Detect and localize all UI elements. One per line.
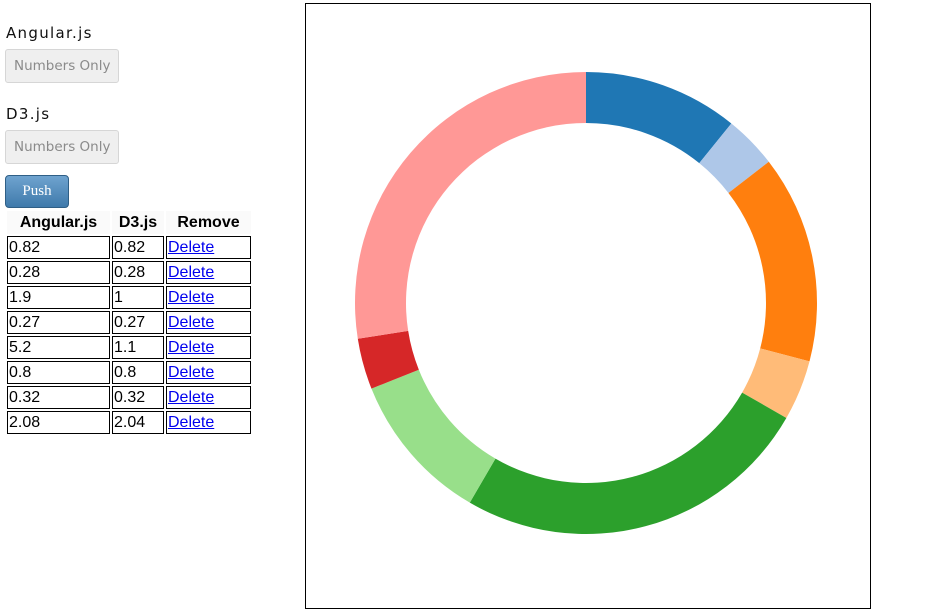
d3-value-cell: 0.28 — [112, 261, 164, 284]
donut-slice — [742, 348, 810, 418]
angular-value-cell: 0.28 — [7, 261, 110, 284]
angular-number-input[interactable] — [5, 49, 119, 83]
remove-cell: Delete — [166, 361, 251, 384]
push-button[interactable]: Push — [5, 175, 69, 208]
delete-link[interactable]: Delete — [168, 239, 215, 256]
remove-cell: Delete — [166, 236, 251, 259]
delete-link[interactable]: Delete — [168, 389, 215, 406]
table-header-row: Angular.js D3.js Remove — [7, 211, 251, 234]
table-row: 0.28 0.28 Delete — [7, 261, 251, 284]
remove-cell: Delete — [166, 336, 251, 359]
d3-value-cell: 2.04 — [112, 411, 164, 434]
donut-slice — [699, 123, 769, 193]
donut-slice — [355, 72, 586, 339]
donut-slice — [728, 161, 817, 362]
angular-value-cell: 1.9 — [7, 286, 110, 309]
table-row: 1.9 1 Delete — [7, 286, 251, 309]
donut-slice — [357, 330, 419, 389]
donut-slice — [469, 392, 787, 534]
table-body: 0.82 0.82 Delete 0.28 0.28 Delete 1.9 1 Delete 0.… — [7, 236, 251, 434]
remove-column-header: Remove — [166, 211, 251, 234]
remove-cell: Delete — [166, 311, 251, 334]
table-row: 2.08 2.04 Delete — [7, 411, 251, 434]
remove-cell: Delete — [166, 261, 251, 284]
d3-value-cell: 0.82 — [112, 236, 164, 259]
angular-value-cell: 0.82 — [7, 236, 110, 259]
donut-chart-svg — [355, 72, 817, 534]
d3-value-cell: 0.8 — [112, 361, 164, 384]
table-row: 0.8 0.8 Delete — [7, 361, 251, 384]
d3-column-header: D3.js — [112, 211, 164, 234]
angular-value-cell: 0.32 — [7, 386, 110, 409]
remove-cell: Delete — [166, 411, 251, 434]
values-table: Angular.js D3.js Remove 0.82 0.82 Delete 0.… — [5, 209, 253, 436]
angular-value-cell: 0.8 — [7, 361, 110, 384]
d3-value-cell: 0.32 — [112, 386, 164, 409]
table-row: 0.32 0.32 Delete — [7, 386, 251, 409]
delete-link[interactable]: Delete — [168, 314, 215, 331]
angular-column-header: Angular.js — [7, 211, 110, 234]
angular-value-cell: 0.27 — [7, 311, 110, 334]
table-row: 0.82 0.82 Delete — [7, 236, 251, 259]
delete-link[interactable]: Delete — [168, 414, 215, 431]
d3-number-input[interactable] — [5, 130, 119, 164]
d3-value-cell: 1 — [112, 286, 164, 309]
d3-field-label: D3.js — [6, 105, 51, 123]
d3-value-cell: 1.1 — [112, 336, 164, 359]
angular-field-label: Angular.js — [6, 24, 93, 42]
delete-link[interactable]: Delete — [168, 289, 215, 306]
angular-value-cell: 2.08 — [7, 411, 110, 434]
table-row: 5.2 1.1 Delete — [7, 336, 251, 359]
delete-link[interactable]: Delete — [168, 339, 215, 356]
angular-value-cell: 5.2 — [7, 336, 110, 359]
delete-link[interactable]: Delete — [168, 364, 215, 381]
remove-cell: Delete — [166, 286, 251, 309]
table-row: 0.27 0.27 Delete — [7, 311, 251, 334]
donut-chart — [305, 3, 871, 609]
delete-link[interactable]: Delete — [168, 264, 215, 281]
donut-slice — [586, 72, 732, 164]
remove-cell: Delete — [166, 386, 251, 409]
d3-value-cell: 0.27 — [112, 311, 164, 334]
donut-slice — [371, 369, 496, 503]
